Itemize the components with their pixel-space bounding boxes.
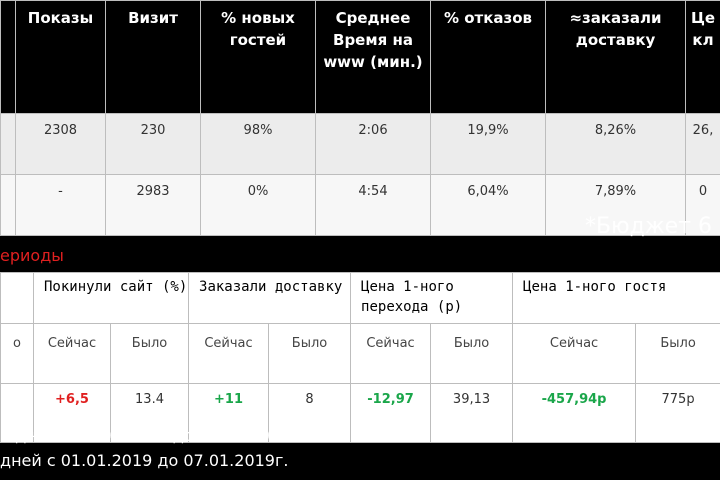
cell: Це кл: [685, 0, 720, 114]
cell: % новых гостей: [200, 0, 316, 114]
cell: +6,5: [33, 383, 111, 443]
data-row: 2308 230 98% 2:06 19,9% 8,26% 26,: [0, 113, 720, 175]
stats-table: Показы Визит% новых гостей Среднее Время н…: [0, 0, 720, 236]
cell: +11: [188, 383, 270, 443]
data-row: -2983 0% 4:54 6,04% 7,89% 0: [0, 174, 720, 236]
cell: о: [0, 323, 34, 384]
section-label: ериоды: [0, 246, 64, 265]
cell: % отказов: [430, 0, 546, 114]
cell: 6,04%: [430, 174, 546, 236]
cell: Было: [430, 323, 514, 384]
cell: [0, 113, 16, 175]
cell: Показы: [15, 0, 106, 114]
cell: 26,: [685, 113, 720, 175]
cell: Сейчас: [33, 323, 111, 384]
cell: 8,26%: [545, 113, 686, 175]
cell: 775р: [635, 383, 720, 443]
cell: 0%: [200, 174, 316, 236]
cell: -12,97: [350, 383, 432, 443]
subheader-row: о Сейчас Было Сейчас Было Сейчас Было Сейчас Был…: [0, 323, 720, 384]
cell: Сейчас: [512, 323, 637, 384]
cell: [0, 174, 16, 236]
budget-note: *Бюджет 6: [585, 214, 712, 239]
cell: Среднее Время на www (мин.): [315, 0, 431, 114]
cell: [0, 0, 16, 114]
cell: Было: [109, 323, 190, 384]
footnote: дней с 01.01.2019 до 07.01.2019г.: [0, 451, 289, 470]
cell: [0, 272, 34, 324]
cell: 7,89%: [545, 174, 686, 236]
cell: Заказали доставку: [188, 272, 352, 324]
header-row: Покинули сайт (%) Заказали доставку Цена 1…: [0, 272, 720, 324]
cell: Цена 1-ного перехода (р): [350, 272, 514, 324]
cell: 98%: [200, 113, 316, 175]
cell: Было: [268, 323, 352, 384]
cell: 13.4: [109, 383, 190, 443]
cell: 0: [685, 174, 720, 236]
cell: Сейчас: [350, 323, 432, 384]
cell: -457,94р: [512, 383, 637, 443]
cell: 19,9%: [430, 113, 546, 175]
cell: Было: [635, 323, 720, 384]
cell: 39,13: [430, 383, 514, 443]
cell: Сейчас: [188, 323, 270, 384]
compare-table: Покинули сайт (%) Заказали доставку Цена 1…: [0, 272, 720, 443]
cell: 2308: [15, 113, 106, 175]
cell: 2983: [105, 174, 201, 236]
cell: Цена 1-ного гостя: [512, 272, 720, 324]
footnote: 0 дней с 01.01.2019 до 20.01.2019г.: [0, 426, 304, 445]
header-row: Показы Визит% новых гостей Среднее Время н…: [0, 0, 720, 114]
cell: Покинули сайт (%): [32, 272, 190, 324]
cell: 4:54: [315, 174, 431, 236]
data-row: +6,5 13.4 +11 8 -12,97 39,13 -457,94р 775р: [0, 383, 720, 443]
cell: 230: [105, 113, 201, 175]
cell: 2:06: [315, 113, 431, 175]
cell: -: [15, 174, 106, 236]
cell: 8: [268, 383, 352, 443]
cell: ≈заказали доставку: [545, 0, 686, 114]
cell: Визит: [105, 0, 201, 114]
